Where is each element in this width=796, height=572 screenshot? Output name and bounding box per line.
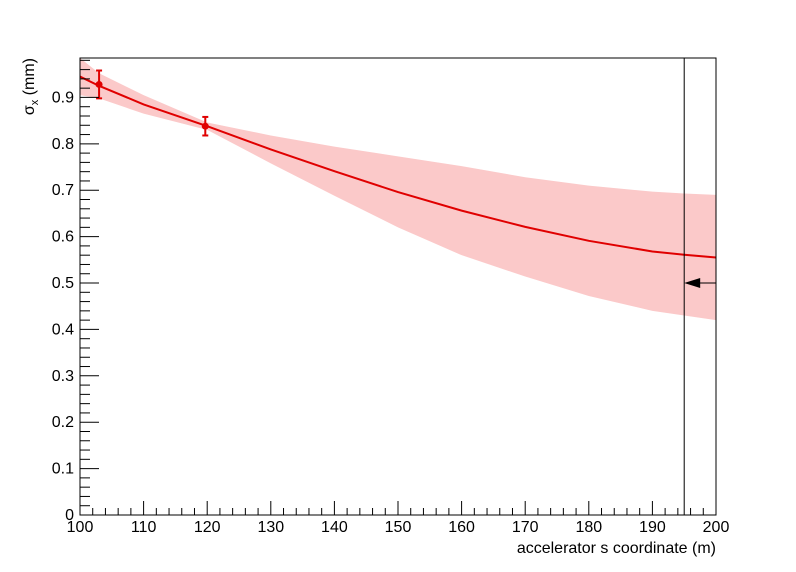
axes-layer: 100 110 120 130 140 150 160 170 180 190 200 0 0.1 0.2… xyxy=(52,59,730,536)
fit-line xyxy=(79,75,717,259)
y-axis-label-unit: (mm) xyxy=(21,58,38,100)
arrow-head xyxy=(684,278,701,289)
x-tick-label: 100 xyxy=(67,519,94,536)
y-tick-label: 0.2 xyxy=(52,414,74,431)
y-tick-label: 0.9 xyxy=(52,89,74,106)
confidence-band-layer xyxy=(80,58,716,321)
x-tick-label: 120 xyxy=(194,519,221,536)
x-axis-label: accelerator s coordinate (m) xyxy=(517,540,716,557)
x-tick-label: 110 xyxy=(131,519,157,536)
y-axis-label: σx (mm) xyxy=(21,58,41,115)
confidence-band xyxy=(80,58,716,321)
data-point-2 xyxy=(201,122,209,130)
y-tick-label: 0.4 xyxy=(52,321,74,338)
y-tick-label: 0.6 xyxy=(52,229,74,246)
y-tick-label: 0.8 xyxy=(52,136,74,153)
y-tick-label: 0 xyxy=(65,507,74,524)
x-tick-label: 160 xyxy=(448,519,475,536)
y-axis-label-symbol: σ xyxy=(21,105,38,115)
x-tick-label: 130 xyxy=(257,519,284,536)
x-tick-label: 150 xyxy=(385,519,412,536)
y-tick-label: 0.1 xyxy=(52,461,74,478)
fit-line-layer xyxy=(79,75,717,259)
annotation-layer xyxy=(683,58,716,515)
x-tick-label: 170 xyxy=(512,519,539,536)
y-axis-label-subscript: x xyxy=(29,99,41,105)
y-tick-label: 0.3 xyxy=(52,368,74,385)
x-tick-label: 200 xyxy=(703,519,730,536)
x-tick-label: 140 xyxy=(321,519,348,536)
data-points-layer xyxy=(95,69,209,137)
x-tick-label: 180 xyxy=(575,519,602,536)
x-tick-label: 190 xyxy=(639,519,666,536)
y-tick-label: 0.5 xyxy=(52,275,74,292)
y-tick-label: 0.7 xyxy=(52,182,74,199)
data-point-1 xyxy=(95,80,103,88)
